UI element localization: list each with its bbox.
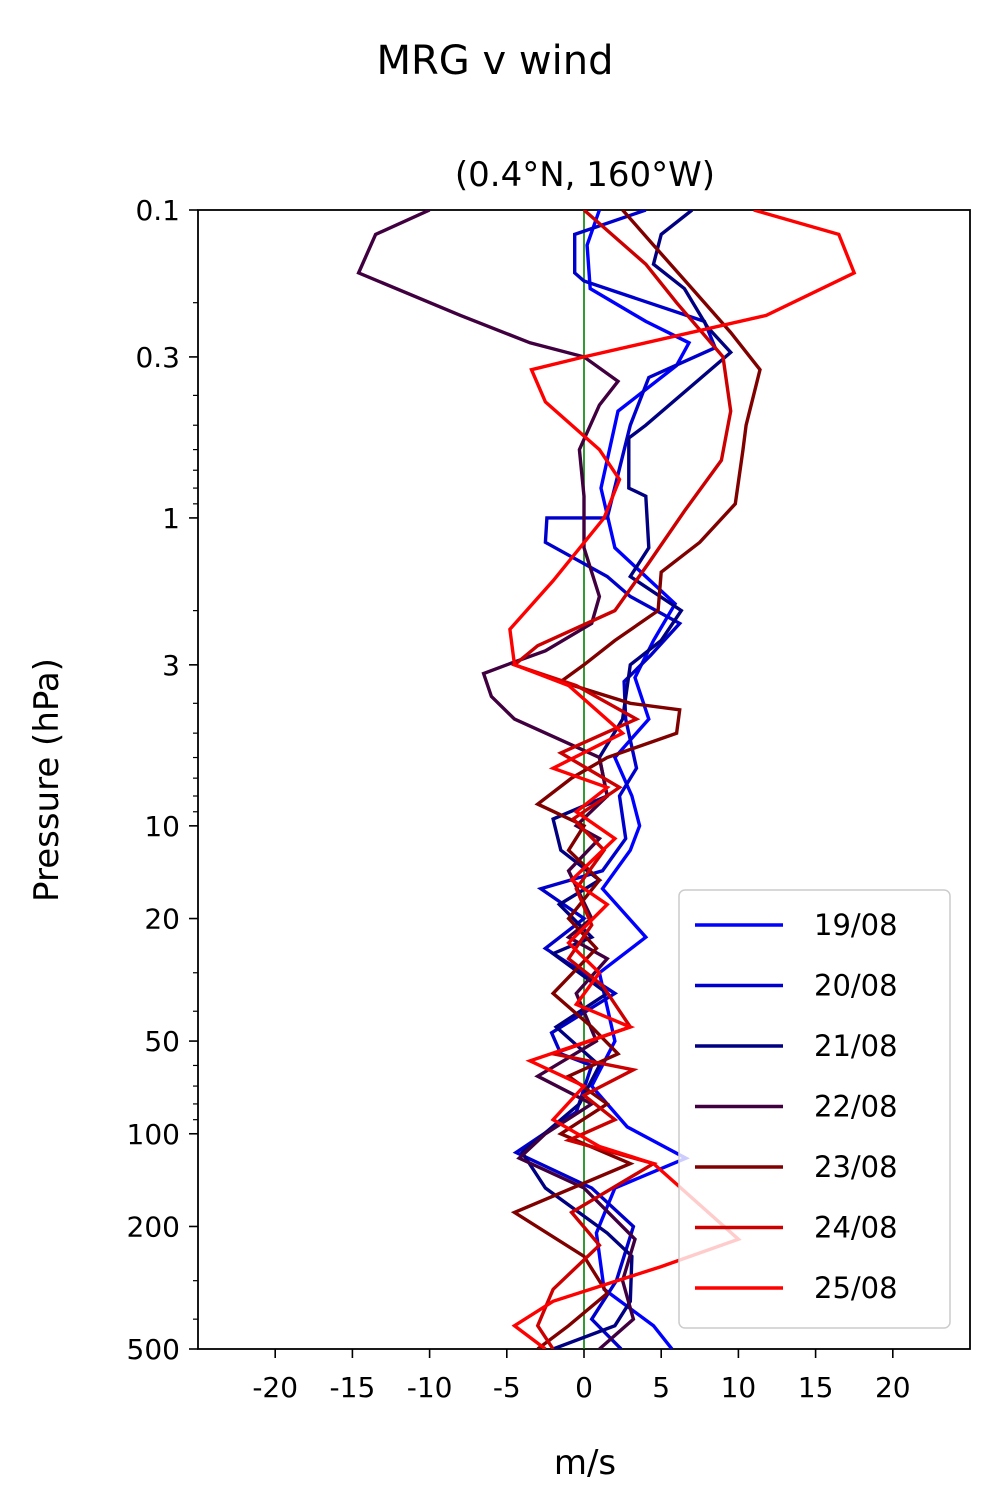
legend-box [678,889,951,1329]
y-tick-label: 50 [144,1025,180,1058]
legend-label: 19/08 [814,908,898,942]
ticks-layer: -20 -15 -10 -5 0 5 10 15 20 0.1 0.3 1 3 10 20 50 100 200 5… [127,194,911,1404]
y-tick-label: 500 [127,1333,180,1366]
x-tick-label: 20 [875,1371,911,1404]
legend: 19/08 20/08 21/08 22/08 23/08 24/08 25/08 [678,889,951,1329]
x-tick-label: -20 [252,1371,298,1404]
legend-label: 23/08 [814,1150,898,1184]
y-tick-label: 0.3 [135,341,180,374]
legend-label: 21/08 [814,1029,898,1063]
y-tick-label: 10 [144,810,180,843]
legend-label: 25/08 [814,1271,898,1305]
chart-subtitle: (0.4°N, 160°W) [455,155,715,195]
series-line-25-08 [508,210,857,1349]
legend-label: 24/08 [814,1211,898,1245]
y-tick-label: 200 [127,1210,180,1243]
y-axis-label: Pressure (hPa) [27,658,67,902]
series-line-19-08 [585,210,692,1349]
x-tick-label: 0 [575,1371,593,1404]
y-tick-label: 20 [144,903,180,936]
x-tick-label: 15 [798,1371,834,1404]
x-tick-label: -15 [330,1371,376,1404]
legend-label: 20/08 [814,969,898,1003]
series-line-22-08 [356,210,637,1349]
y-tick-label: 3 [162,649,180,682]
x-tick-label: -5 [493,1371,521,1404]
x-tick-label: 5 [652,1371,670,1404]
legend-label: 22/08 [814,1090,898,1124]
y-tick-label: 1 [162,502,180,535]
y-tick-label: 0.1 [135,194,180,227]
series-line-23-08 [510,210,762,1349]
x-tick-label: -10 [407,1371,453,1404]
series-layer [356,210,857,1349]
y-tick-label: 100 [127,1118,180,1151]
x-tick-label: 10 [721,1371,757,1404]
chart-title: MRG v wind [377,38,614,84]
x-axis-label: m/s [554,1443,616,1483]
